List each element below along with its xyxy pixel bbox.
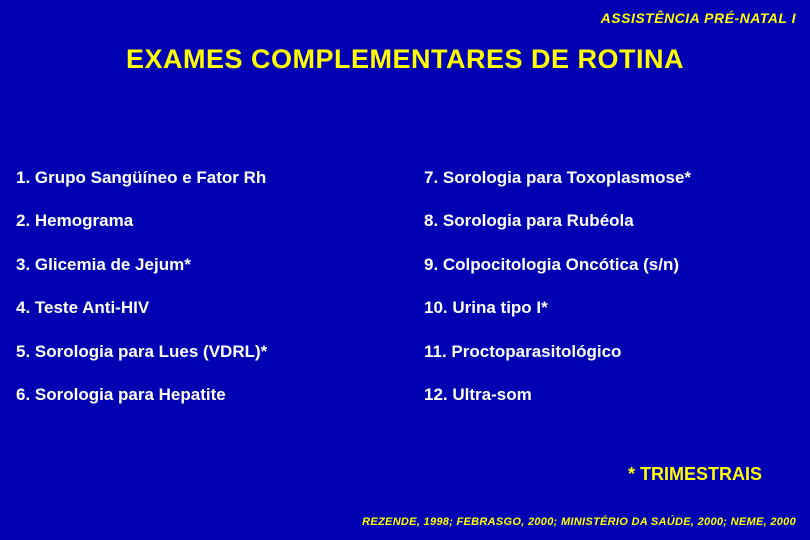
slide-title: EXAMES COMPLEMENTARES DE ROTINA	[0, 44, 810, 75]
list-item: 9. Colpocitologia Oncótica (s/n)	[424, 255, 794, 275]
list-item: 10. Urina tipo I*	[424, 298, 794, 318]
footnote: * TRIMESTRAIS	[628, 464, 762, 485]
list-item: 8. Sorologia para Rubéola	[424, 211, 794, 231]
list-item: 12. Ultra-som	[424, 385, 794, 405]
exam-list: 1. Grupo Sangüíneo e Fator Rh 2. Hemogra…	[16, 168, 794, 428]
list-item: 7. Sorologia para Toxoplasmose*	[424, 168, 794, 188]
list-item: 5. Sorologia para Lues (VDRL)*	[16, 342, 424, 362]
list-item: 2. Hemograma	[16, 211, 424, 231]
list-item: 4. Teste Anti-HIV	[16, 298, 424, 318]
header-label: ASSISTÊNCIA PRÉ-NATAL I	[601, 10, 796, 26]
list-item: 1. Grupo Sangüíneo e Fator Rh	[16, 168, 424, 188]
list-item: 6. Sorologia para Hepatite	[16, 385, 424, 405]
list-item: 11. Proctoparasitológico	[424, 342, 794, 362]
list-item: 3. Glicemia de Jejum*	[16, 255, 424, 275]
exam-list-right-column: 7. Sorologia para Toxoplasmose* 8. Sorol…	[424, 168, 794, 428]
exam-list-left-column: 1. Grupo Sangüíneo e Fator Rh 2. Hemogra…	[16, 168, 424, 428]
citation: REZENDE, 1998; FEBRASGO, 2000; MINISTÉRI…	[362, 516, 796, 528]
